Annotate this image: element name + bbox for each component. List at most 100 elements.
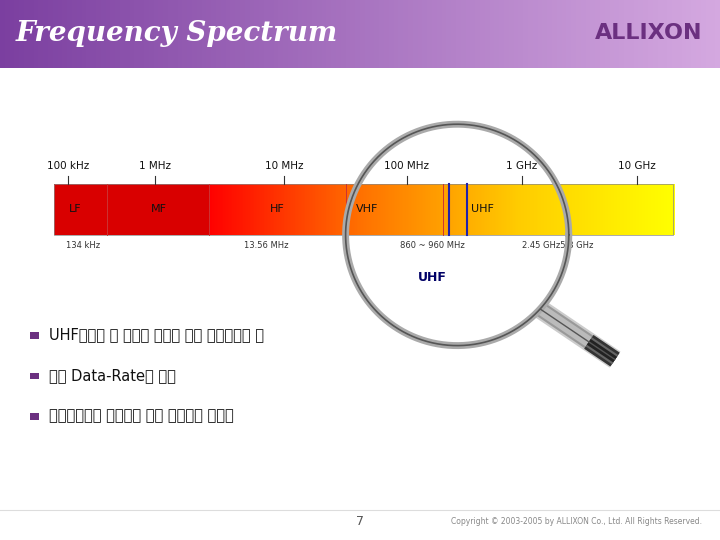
Bar [456, 184, 458, 235]
Bar [65, 184, 67, 235]
Bar [88, 184, 91, 235]
Bar [572, 184, 575, 235]
Bar [124, 184, 126, 235]
Bar [639, 0, 644, 68]
Bar [293, 184, 295, 235]
Bar [343, 184, 345, 235]
Bar [461, 0, 467, 68]
Bar [529, 184, 531, 235]
Bar [312, 0, 318, 68]
Bar [516, 184, 518, 235]
Bar [372, 184, 374, 235]
Bar [518, 0, 525, 68]
Bar [406, 184, 408, 235]
Bar [489, 184, 491, 235]
Bar [650, 184, 652, 235]
Bar [211, 0, 217, 68]
Bar [277, 184, 280, 235]
Bar [78, 184, 81, 235]
Bar [576, 0, 582, 68]
Bar [235, 184, 238, 235]
Bar [344, 184, 346, 235]
Bar [523, 0, 529, 68]
Bar [432, 0, 438, 68]
Bar [81, 0, 88, 68]
Bar [360, 0, 366, 68]
Bar [554, 184, 556, 235]
Bar [599, 184, 601, 235]
Bar [538, 0, 544, 68]
Bar [144, 0, 150, 68]
Bar [110, 184, 112, 235]
Bar [112, 184, 114, 235]
Bar [625, 184, 627, 235]
Bar [269, 0, 275, 68]
Bar [701, 0, 707, 68]
Bar [567, 0, 572, 68]
Bar [715, 0, 720, 68]
Bar [125, 0, 131, 68]
Bar [441, 0, 448, 68]
Bar [218, 184, 221, 235]
Bar [77, 0, 83, 68]
Bar [418, 0, 424, 68]
Bar [257, 184, 260, 235]
Bar [331, 0, 338, 68]
Bar [197, 0, 203, 68]
Bar [259, 184, 261, 235]
Bar [19, 0, 25, 68]
Bar [43, 0, 50, 68]
Bar [203, 184, 205, 235]
Bar [509, 0, 515, 68]
Bar [94, 184, 96, 235]
Bar [243, 184, 246, 235]
Bar [284, 184, 286, 235]
Bar [38, 0, 45, 68]
Bar [427, 0, 433, 68]
Bar [254, 184, 256, 235]
Bar [562, 184, 564, 235]
Bar [86, 184, 89, 235]
Bar [437, 184, 440, 235]
Bar [673, 184, 675, 235]
Bar [624, 0, 630, 68]
Bar [585, 184, 587, 235]
Bar [60, 184, 63, 235]
Text: VHF: VHF [356, 204, 379, 214]
Bar [296, 184, 298, 235]
Bar [181, 184, 184, 235]
Bar [108, 184, 111, 235]
Bar [586, 184, 588, 235]
Bar [150, 184, 153, 235]
Bar [590, 184, 592, 235]
Bar [127, 184, 129, 235]
Bar [649, 184, 651, 235]
Bar [63, 0, 68, 68]
Bar [178, 0, 184, 68]
Bar [669, 184, 671, 235]
Bar [624, 184, 626, 235]
Bar [614, 184, 616, 235]
Bar [631, 184, 634, 235]
Bar [630, 184, 632, 235]
Bar [605, 0, 611, 68]
Bar [441, 184, 443, 235]
Bar [54, 184, 673, 235]
Bar [408, 0, 414, 68]
Bar [490, 184, 492, 235]
Bar [446, 184, 449, 235]
Bar [425, 184, 427, 235]
Bar [225, 0, 232, 68]
Bar [481, 184, 483, 235]
Bar [476, 184, 478, 235]
Bar [297, 0, 304, 68]
Bar [274, 184, 276, 235]
Bar [378, 184, 381, 235]
Bar [636, 184, 638, 235]
Bar [84, 184, 86, 235]
Bar [433, 184, 435, 235]
Bar [268, 184, 271, 235]
Bar [657, 184, 660, 235]
Bar [384, 0, 390, 68]
Bar [93, 184, 95, 235]
